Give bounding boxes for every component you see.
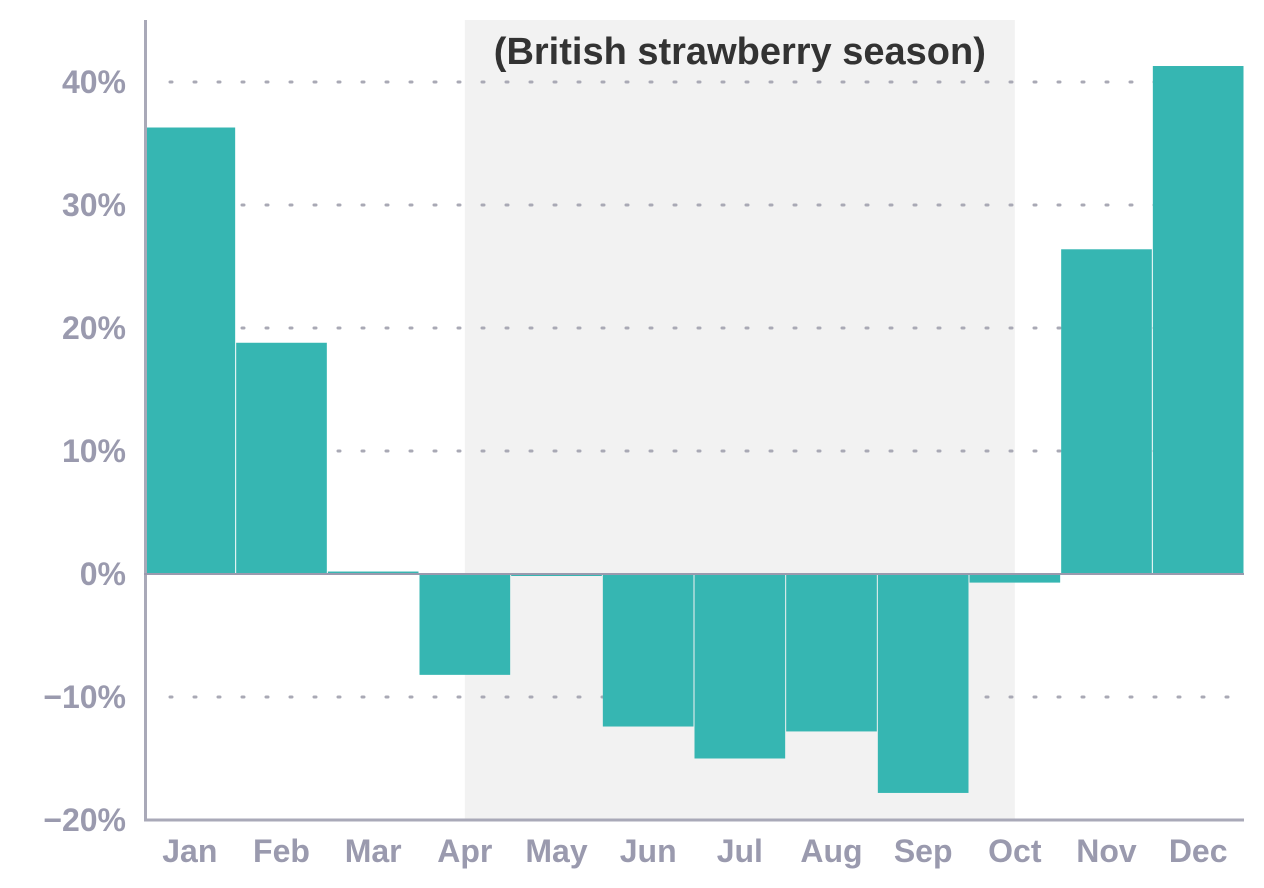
bars [144, 66, 1244, 793]
season-label: (British strawberry season) [494, 31, 986, 73]
bar-nov [1061, 249, 1152, 574]
y-tick-labels: −20% −10% 0% 10% 20% 30% 40% [43, 64, 126, 838]
y-tick-label: −20% [43, 802, 126, 838]
x-tick-label: Aug [800, 833, 862, 869]
x-tick-label: Mar [345, 833, 402, 869]
x-tick-label: Sep [894, 833, 953, 869]
x-tick-label: Feb [253, 833, 310, 869]
bar-oct [969, 574, 1061, 583]
y-tick-label: 20% [62, 310, 126, 346]
x-tick-label: Jun [620, 833, 677, 869]
x-tick-label: Dec [1169, 833, 1228, 869]
bar-jul [694, 574, 786, 759]
y-tick-label: −10% [43, 679, 126, 715]
y-tick-label: 10% [62, 433, 126, 469]
axes [144, 20, 1244, 822]
x-tick-label: May [525, 833, 587, 869]
y-tick-label: 40% [62, 64, 126, 100]
bar-apr [419, 574, 511, 675]
bar-jan [144, 127, 236, 574]
x-tick-labels: Jan Feb Mar Apr May Jun Jul Aug Sep Oct Nov Dec [162, 833, 1227, 869]
x-tick-label: Jan [162, 833, 217, 869]
bar-sep [877, 574, 969, 793]
x-tick-label: Jul [717, 833, 763, 869]
bar-jun [602, 574, 694, 727]
bar-mar [327, 571, 419, 574]
x-tick-label: Oct [988, 833, 1042, 869]
bar-feb [236, 342, 327, 574]
x-tick-label: Nov [1076, 833, 1137, 869]
y-tick-label: 30% [62, 187, 126, 223]
x-tick-label: Apr [437, 833, 492, 869]
y-tick-label: 0% [80, 556, 126, 592]
bar-dec [1152, 66, 1244, 574]
bar-aug [786, 574, 877, 732]
